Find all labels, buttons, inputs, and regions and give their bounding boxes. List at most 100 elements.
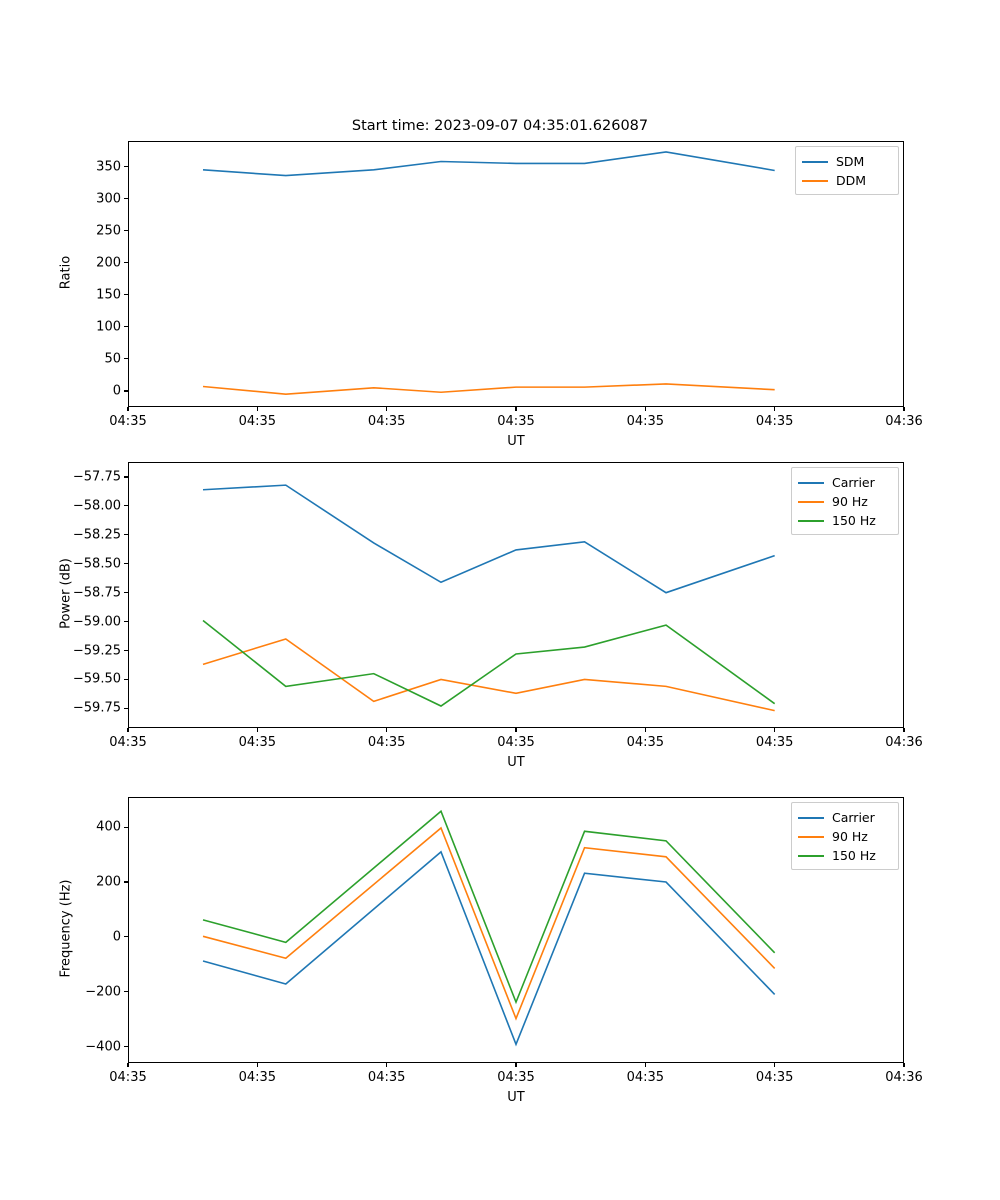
ytick-label-power-7: −58.00	[72, 498, 121, 514]
axes-frame-frequency	[128, 797, 904, 1063]
ytick-mark-power-8	[124, 476, 128, 478]
ytick-mark-power-0	[124, 707, 128, 709]
xtick-label-power-3: 04:35	[497, 735, 535, 750]
ytick-mark-ratio-5	[124, 230, 128, 232]
figure-title: Start time: 2023-09-07 04:35:01.626087	[351, 118, 649, 134]
ytick-mark-ratio-4	[124, 262, 128, 264]
legend-label-sdm: SDM	[836, 154, 865, 169]
ytick-mark-power-7	[124, 505, 128, 507]
xtick-mark-frequency-4	[644, 1063, 646, 1067]
xtick-label-ratio-2: 04:35	[367, 414, 406, 429]
xtick-label-power-0: 04:35	[109, 735, 147, 750]
xtick-label-frequency-2: 04:35	[367, 1070, 406, 1085]
ytick-mark-frequency-3	[124, 881, 128, 883]
legend-label-carrier: Carrier	[832, 475, 875, 490]
xtick-label-ratio-0: 04:35	[109, 414, 147, 429]
xtick-label-frequency-1: 04:35	[238, 1070, 277, 1085]
legend-entry-frequency-2: 150 Hz	[798, 846, 891, 865]
ytick-label-power-1: −59.50	[72, 671, 121, 687]
xaxis-label-ratio: UT	[507, 434, 525, 449]
xtick-mark-frequency-5	[774, 1063, 776, 1067]
legend-ratio: SDM DDM	[795, 146, 899, 195]
xtick-label-frequency-0: 04:35	[109, 1070, 147, 1085]
ytick-mark-frequency-2	[124, 936, 128, 938]
legend-power: Carrier 90 Hz 150 Hz	[791, 467, 899, 535]
ytick-mark-ratio-1	[124, 358, 128, 360]
xtick-mark-frequency-2	[386, 1063, 388, 1067]
xtick-label-frequency-4: 04:35	[626, 1070, 665, 1085]
legend-swatch-carrier	[798, 816, 824, 819]
legend-swatch-150-hz	[798, 519, 824, 522]
ytick-mark-power-6	[124, 534, 128, 536]
ytick-label-ratio-0: 0	[112, 383, 121, 399]
ytick-label-frequency-4: 400	[96, 819, 121, 835]
ytick-label-power-5: −58.50	[72, 556, 121, 572]
legend-entry-power-1: 90 Hz	[798, 492, 891, 511]
xtick-label-frequency-6: 04:36	[885, 1070, 923, 1085]
xtick-label-ratio-6: 04:36	[885, 414, 923, 429]
xtick-mark-power-0	[127, 728, 129, 732]
xtick-label-power-1: 04:35	[238, 735, 277, 750]
ytick-label-ratio-1: 50	[104, 351, 121, 367]
ytick-mark-ratio-2	[124, 326, 128, 328]
xtick-mark-ratio-4	[644, 407, 646, 411]
xtick-mark-ratio-6	[903, 407, 905, 411]
ytick-label-frequency-3: 200	[96, 874, 121, 890]
xtick-mark-power-3	[515, 728, 517, 732]
legend-swatch-carrier	[798, 481, 824, 484]
legend-entry-frequency-0: Carrier	[798, 808, 891, 827]
legend-label-carrier: Carrier	[832, 810, 875, 825]
legend-label-150-hz: 150 Hz	[832, 513, 876, 528]
xtick-label-ratio-4: 04:35	[626, 414, 665, 429]
legend-entry-frequency-1: 90 Hz	[798, 827, 891, 846]
ytick-label-frequency-2: 0	[112, 929, 121, 945]
xaxis-label-frequency: UT	[507, 1090, 525, 1105]
legend-swatch-90-hz	[798, 500, 824, 503]
ytick-mark-frequency-0	[124, 1045, 128, 1048]
ytick-label-power-0: −59.75	[72, 700, 121, 716]
xtick-mark-ratio-2	[386, 407, 388, 411]
ytick-label-power-8: −57.75	[72, 469, 121, 485]
xtick-mark-ratio-0	[127, 407, 129, 411]
legend-frequency: Carrier 90 Hz 150 Hz	[791, 802, 899, 870]
xtick-mark-frequency-0	[127, 1063, 129, 1067]
xtick-label-ratio-3: 04:35	[497, 414, 535, 429]
legend-label-90-hz: 90 Hz	[832, 494, 868, 509]
legend-label-90-hz: 90 Hz	[832, 829, 868, 844]
xtick-mark-frequency-1	[256, 1063, 258, 1067]
axes-frame-ratio	[128, 141, 904, 407]
ytick-label-frequency-0: −400	[85, 1039, 121, 1055]
xtick-mark-ratio-1	[256, 407, 258, 411]
ytick-label-ratio-3: 150	[96, 287, 121, 303]
xtick-mark-ratio-3	[515, 407, 517, 411]
ytick-label-power-4: −58.75	[72, 585, 121, 601]
ytick-label-ratio-7: 350	[96, 159, 121, 175]
ytick-mark-frequency-1	[124, 991, 128, 993]
ytick-mark-power-4	[124, 592, 128, 594]
ytick-label-power-6: −58.25	[72, 527, 121, 543]
xtick-mark-power-6	[903, 728, 905, 732]
xtick-label-ratio-5: 04:35	[755, 414, 794, 429]
xtick-mark-frequency-3	[515, 1063, 517, 1067]
legend-swatch-90-hz	[798, 835, 824, 838]
ytick-label-ratio-6: 300	[96, 191, 121, 207]
legend-label-150-hz: 150 Hz	[832, 848, 876, 863]
ytick-label-ratio-4: 200	[96, 255, 121, 271]
yaxis-label-frequency: Frequency (Hz)	[58, 879, 74, 978]
ytick-label-power-3: −59.00	[72, 614, 121, 630]
xtick-mark-frequency-6	[903, 1063, 905, 1067]
xaxis-label-power: UT	[507, 755, 525, 770]
xtick-label-frequency-5: 04:35	[755, 1070, 794, 1085]
ytick-mark-ratio-6	[124, 198, 128, 200]
ytick-mark-power-1	[124, 678, 128, 680]
xtick-label-power-5: 04:35	[755, 735, 794, 750]
axes-frame-power	[128, 462, 904, 728]
ytick-label-frequency-1: −200	[85, 984, 121, 1000]
xtick-label-power-4: 04:35	[626, 735, 665, 750]
xtick-label-ratio-1: 04:35	[238, 414, 277, 429]
xtick-mark-power-4	[644, 728, 646, 732]
ytick-label-ratio-5: 250	[96, 223, 121, 239]
